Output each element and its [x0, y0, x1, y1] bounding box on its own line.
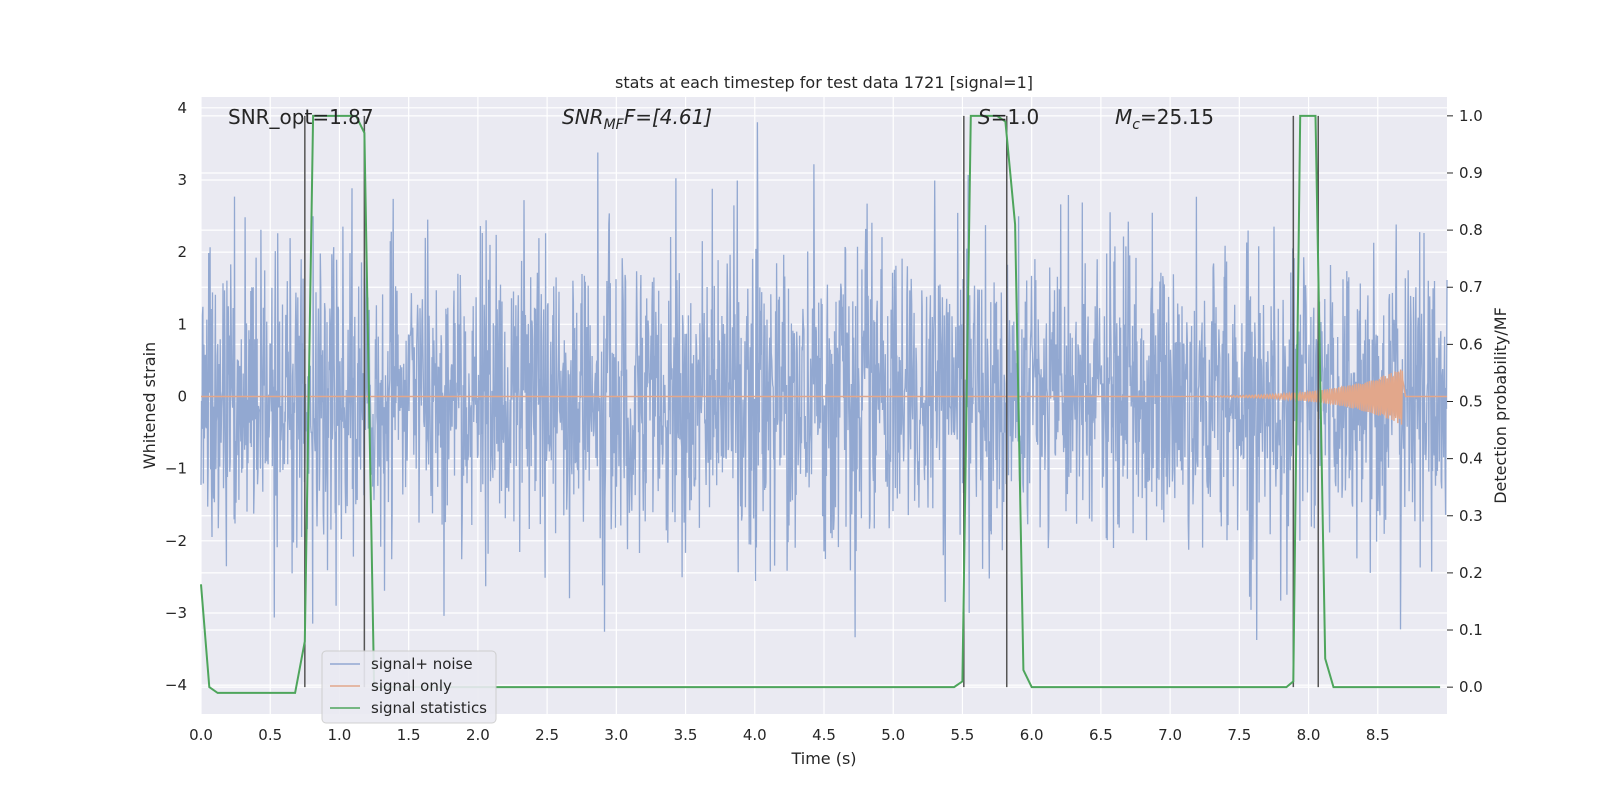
- right-y-tick-label: 1.0: [1459, 107, 1483, 125]
- annotation-snr-mf-f: F=[4.61]: [624, 105, 712, 129]
- x-tick-label: 6.0: [1020, 726, 1044, 744]
- series-signal-noise: [200, 122, 1448, 641]
- x-tick-label: 6.5: [1089, 726, 1113, 744]
- left-y-axis-ticks: −4 −3 −2 −1 0 1 2 3 4: [165, 99, 187, 694]
- x-tick-label: 1.0: [328, 726, 352, 744]
- left-y-tick-label: −2: [165, 532, 187, 550]
- right-y-axis-label: Detection probability/MF: [1491, 307, 1510, 504]
- annotation-mc-tail: =25.15: [1140, 105, 1214, 129]
- annotation-snr-mf: SNRMFF=[4.61]: [562, 105, 712, 133]
- right-y-tick-label: 0.2: [1459, 564, 1483, 582]
- annotation-mc-sub: c: [1132, 117, 1140, 133]
- signal-statistics-line: [200, 114, 1441, 694]
- x-tick-label: 7.5: [1227, 726, 1251, 744]
- left-y-tick-label: 2: [177, 243, 187, 261]
- x-tick-label: 5.5: [951, 726, 975, 744]
- left-y-tick-label: −3: [165, 604, 187, 622]
- right-y-tick-label: 0.7: [1459, 278, 1483, 296]
- right-y-axis-ticks: 0.0 0.1 0.2 0.3 0.4 0.5 0.6 0.7 0.8 0.9 1.0: [1447, 107, 1483, 696]
- left-y-tick-label: −4: [165, 676, 187, 694]
- x-tick-label: 2.5: [535, 726, 559, 744]
- annotation-mc-main: M: [1115, 105, 1132, 129]
- legend-label-signal-statistics: signal statistics: [371, 699, 487, 717]
- x-tick-label: 1.5: [397, 726, 421, 744]
- left-y-tick-label: 1: [177, 315, 187, 333]
- x-tick-label: 7.0: [1158, 726, 1182, 744]
- annotation-snr-mf-main: SNR: [562, 105, 604, 129]
- annotation-s: S=1.0: [978, 105, 1039, 129]
- x-tick-label: 3.0: [604, 726, 628, 744]
- left-y-axis-label: Whitened strain: [140, 342, 159, 469]
- right-y-tick-label: 0.5: [1459, 393, 1483, 411]
- left-y-tick-label: 0: [177, 387, 187, 405]
- right-y-tick-label: 0.1: [1459, 621, 1483, 639]
- x-tick-label: 0.0: [189, 726, 213, 744]
- x-tick-label: 8.5: [1366, 726, 1390, 744]
- x-axis-ticks: 0.0 0.5 1.0 1.5 2.0 2.5 3.0 3.5 4.0 4.5 5.0 5.5 6.0 6…: [189, 726, 1390, 744]
- right-y-tick-label: 0.0: [1459, 678, 1483, 696]
- series-signal-statistics: [200, 114, 1441, 694]
- annotation-s-main: S: [978, 105, 991, 129]
- x-axis-label: Time (s): [790, 749, 856, 768]
- legend-label-signal-only: signal only: [371, 677, 452, 695]
- annotation-snr-opt: SNR_opt=1.87: [228, 105, 374, 129]
- x-tick-label: 0.5: [258, 726, 282, 744]
- x-tick-label: 8.0: [1297, 726, 1321, 744]
- x-tick-label: 5.0: [881, 726, 905, 744]
- legend: signal+ noise signal only signal statist…: [321, 650, 497, 724]
- legend-box: [321, 650, 497, 724]
- left-y-tick-label: −1: [165, 460, 187, 478]
- chart-title: stats at each timestep for test data 172…: [615, 73, 1033, 92]
- annotation-s-tail: =1.0: [991, 105, 1040, 129]
- x-tick-label: 2.0: [466, 726, 490, 744]
- x-tick-label: 4.0: [743, 726, 767, 744]
- legend-label-signal-noise: signal+ noise: [371, 655, 473, 673]
- right-y-tick-label: 0.9: [1459, 164, 1483, 182]
- right-y-tick-label: 0.4: [1459, 450, 1483, 468]
- x-tick-label: 4.5: [812, 726, 836, 744]
- right-y-tick-label: 0.6: [1459, 335, 1483, 353]
- left-y-tick-label: 4: [177, 99, 187, 117]
- annotation-snr-mf-sub: MF: [604, 117, 625, 133]
- series-signal-only: [201, 369, 1447, 425]
- right-y-tick-label: 0.3: [1459, 507, 1483, 525]
- left-y-tick-label: 3: [177, 171, 187, 189]
- right-y-tick-label: 0.8: [1459, 221, 1483, 239]
- annotation-mc: Mc=25.15: [1115, 105, 1214, 133]
- signal-only-line: [201, 369, 1447, 425]
- x-tick-label: 3.5: [674, 726, 698, 744]
- signal-noise-line: [200, 122, 1448, 641]
